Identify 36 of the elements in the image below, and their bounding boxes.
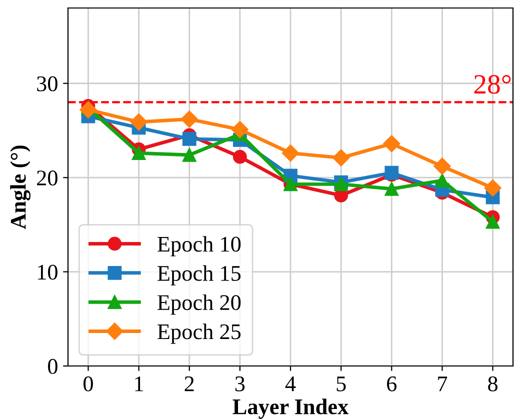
point bbox=[130, 113, 148, 131]
y-axis-title: Angle (°) bbox=[10, 146, 30, 230]
x-tick-label: 5 bbox=[336, 376, 346, 392]
x-tick-label: 1 bbox=[135, 376, 144, 392]
point bbox=[484, 179, 502, 196]
point bbox=[332, 149, 350, 166]
point bbox=[282, 144, 300, 162]
legend-label: Epoch 15 bbox=[158, 265, 241, 286]
x-tick-label: 6 bbox=[387, 376, 397, 392]
x-tick-label: 0 bbox=[84, 376, 93, 392]
x-tick-label: 8 bbox=[488, 376, 498, 392]
point bbox=[384, 182, 399, 196]
x-tick-label: 2 bbox=[184, 376, 194, 392]
point bbox=[232, 150, 247, 164]
point bbox=[231, 120, 248, 138]
y-tick-label: 20 bbox=[37, 170, 58, 186]
point bbox=[434, 158, 451, 175]
x-tick-label: 7 bbox=[438, 376, 448, 392]
point bbox=[486, 214, 500, 229]
point bbox=[180, 110, 198, 128]
x-axis-title: Layer Index bbox=[232, 398, 349, 419]
legend-label: Epoch 20 bbox=[158, 294, 241, 315]
legend-label: Epoch 10 bbox=[158, 236, 241, 256]
point bbox=[383, 135, 400, 152]
x-tick-label: 3 bbox=[235, 376, 245, 392]
y-tick-label: 10 bbox=[38, 264, 58, 280]
y-tick-label: 30 bbox=[37, 76, 58, 92]
y-tick-label: 0 bbox=[48, 358, 58, 374]
x-tick-label: 4 bbox=[285, 376, 296, 392]
point bbox=[435, 173, 450, 188]
point bbox=[182, 132, 196, 146]
legend-label: Epoch 25 bbox=[158, 324, 241, 344]
point bbox=[80, 101, 97, 118]
ref-line-label: 28° bbox=[474, 74, 511, 94]
point bbox=[132, 146, 146, 160]
point bbox=[182, 148, 196, 162]
